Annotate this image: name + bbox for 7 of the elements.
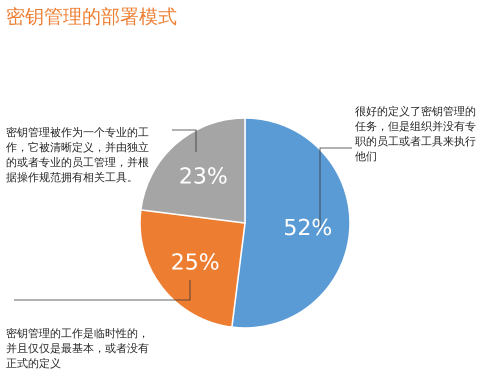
data-label: 52% (283, 216, 332, 241)
chart-title: 密钥管理的部署模式 (6, 5, 177, 30)
slice-label: 很好的定义了密钥管理的任务，但是组织并没有专职的员工或者工具来执行他们 (355, 104, 477, 164)
data-label: 25% (170, 250, 220, 276)
slice-label: 密钥管理的工作是临时性的，并且仅仅是最基本，或者没有正式的定义 (6, 326, 150, 371)
slice-label: 密钥管理被作为一个专业的工作，它被清晰定义，并由独立的或者专业的员工管理，并根据操作规范拥有相关工具。 (6, 125, 150, 185)
data-label: 23% (178, 164, 228, 190)
